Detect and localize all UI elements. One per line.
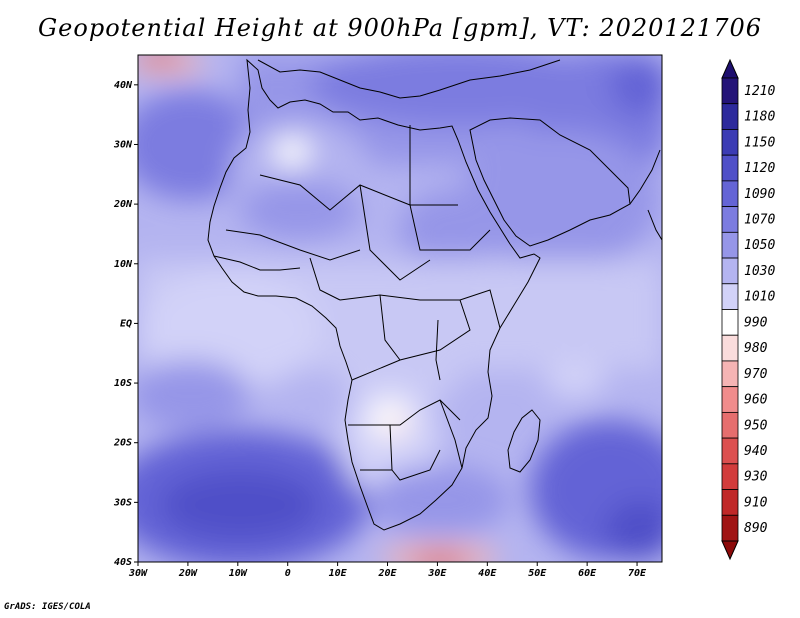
border-nigeria — [309, 257, 341, 301]
colorbar-level-label: 1180 — [744, 110, 775, 125]
india-coastline — [647, 209, 662, 241]
colorbar-swatch — [721, 489, 739, 516]
lat-tick-label: 20N — [113, 199, 133, 210]
madagascar-coastline — [507, 409, 541, 473]
border-congo — [379, 294, 401, 361]
lat-tick-label: 10N — [114, 259, 133, 270]
latitude-labels: 40N 30N 20N 10N EQ 10S 20S 30S 40S — [113, 80, 138, 568]
border-south-1 — [348, 399, 461, 426]
lon-tick-label: 30W — [128, 568, 148, 579]
colorbar-level-label: 1210 — [744, 84, 775, 99]
colorbar-level-label: 1090 — [744, 187, 775, 202]
lon-tick-label: 20E — [377, 568, 397, 579]
lat-tick-label: 40S — [114, 557, 132, 568]
colorbar-level-label: 1070 — [744, 212, 775, 227]
colorbar-swatch — [721, 386, 739, 413]
colorbar-swatch — [721, 77, 739, 105]
lon-tick-label: 60E — [578, 568, 597, 579]
colorbar-level-label: 1010 — [744, 290, 775, 305]
lon-tick-label: 70E — [628, 568, 647, 579]
lon-tick-label: 10W — [229, 568, 248, 579]
arabia-coastline — [469, 117, 631, 247]
colorbar-level-label: 990 — [744, 315, 768, 330]
map-title: Geopotential Height at 900hPa [gpm], VT:… — [38, 14, 762, 42]
lon-tick-label: 40E — [478, 568, 497, 579]
colorbar-swatch — [721, 231, 739, 259]
border-central — [339, 294, 471, 381]
border-south-2 — [389, 424, 441, 481]
colorbar-swatch — [721, 360, 739, 388]
colorbar-level-label: 980 — [744, 341, 768, 356]
colorbar-swatch — [721, 463, 739, 490]
colorbar-bottom-arrow — [721, 540, 739, 561]
colorbar-level-label: 940 — [744, 444, 768, 459]
border-chad — [359, 184, 431, 281]
lat-tick-label: 20S — [113, 438, 132, 449]
border-sudan — [409, 204, 491, 251]
colorbar-swatch — [721, 103, 739, 130]
lon-tick-label: 30E — [427, 568, 447, 579]
colorbar-level-label: 970 — [744, 367, 768, 382]
border-sahel — [225, 229, 361, 261]
africa-coastline — [207, 58, 541, 531]
border-sahara-west — [259, 174, 411, 211]
lon-tick-label: 10E — [329, 568, 348, 579]
border-lakes — [435, 319, 441, 381]
colorbar-swatch — [721, 129, 739, 156]
colorbar-level-label: 890 — [744, 521, 768, 536]
asia-coastline — [629, 149, 661, 205]
lat-tick-label: EQ — [120, 318, 132, 329]
lat-tick-label: 40N — [114, 80, 133, 91]
colorbar-level-label: 1050 — [744, 238, 775, 253]
colorbar-swatch — [721, 334, 739, 362]
lon-tick-label: 0 — [285, 568, 291, 579]
colorbar-swatch — [721, 283, 739, 310]
border-east — [459, 289, 501, 329]
colorbar-swatch — [721, 180, 739, 208]
height-field-shading — [138, 55, 662, 562]
grads-credit: GrADS: IGES/COLA — [4, 602, 91, 612]
border-mozambique — [439, 399, 463, 469]
lat-tick-label: 30N — [113, 139, 133, 150]
lat-tick-label: 30S — [113, 497, 132, 508]
colorbar-top-arrow — [721, 58, 739, 79]
colorbar-level-label: 1120 — [744, 161, 775, 176]
colorbar-swatch — [721, 411, 739, 439]
colorbar-level-label: 930 — [744, 470, 768, 485]
coastlines-and-borders — [207, 58, 662, 531]
colorbar-level-label: 950 — [744, 418, 768, 433]
colorbar-swatch — [721, 206, 739, 233]
colorbar-level-label: 1030 — [744, 264, 775, 279]
map-plot-area — [138, 55, 662, 562]
colorbar-swatch — [721, 309, 739, 336]
longitude-labels: 30W 20W 10W 0 10E 20E 30E 40E 50E 60E 70E — [128, 562, 647, 579]
colorbar-swatch — [721, 257, 739, 285]
colorbar-swatch — [721, 437, 739, 465]
europe-coastline — [257, 59, 561, 99]
colorbar-level-label: 1150 — [744, 135, 775, 150]
colorbar-swatch — [721, 514, 739, 542]
lon-tick-label: 20W — [178, 568, 198, 579]
border-west-africa — [213, 255, 301, 271]
colorbar: 1210 1180 1150 1120 1090 1070 1050 1030 1010 990 9… — [721, 58, 775, 561]
map-frame — [137, 54, 663, 563]
lat-tick-label: 10S — [114, 378, 132, 389]
lon-tick-label: 50E — [528, 568, 547, 579]
colorbar-level-label: 910 — [744, 495, 768, 510]
colorbar-level-label: 960 — [744, 393, 768, 408]
colorbar-swatch — [721, 154, 739, 182]
